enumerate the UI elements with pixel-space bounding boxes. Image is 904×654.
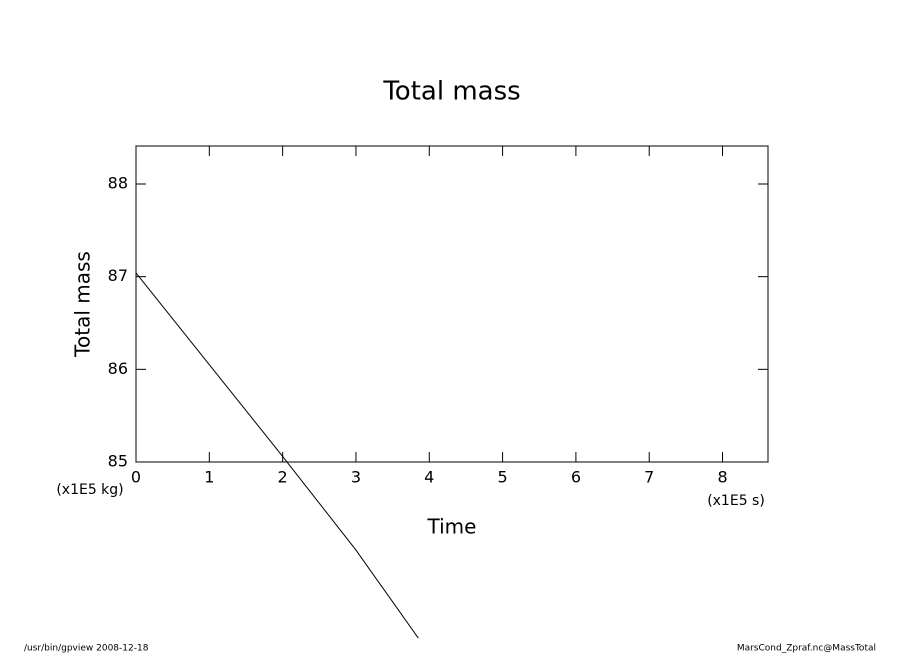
data-line [135, 272, 419, 639]
x-tick-label: 6 [571, 468, 581, 487]
y-tick-label: 86 [108, 359, 128, 378]
footer-left: /usr/bin/gpview 2008-12-18 [24, 644, 149, 654]
y-unit: (x1E5 kg) [56, 482, 123, 498]
y-axis-label: Total mass [71, 251, 95, 358]
y-tick-label: 88 [108, 173, 128, 192]
footer-right: MarsCond_Zpraf.nc@MassTotal [737, 644, 876, 654]
x-axis-label: Time [427, 515, 477, 539]
x-tick-label: 3 [351, 468, 361, 487]
x-tick-label: 8 [717, 468, 727, 487]
y-tick-label: 87 [108, 266, 128, 285]
x-tick-label: 1 [204, 468, 214, 487]
plot-frame [135, 145, 769, 463]
x-tick-label: 5 [497, 468, 507, 487]
x-tick-label: 0 [131, 468, 141, 487]
x-tick-label: 7 [644, 468, 654, 487]
x-tick-label: 2 [278, 468, 288, 487]
y-tick-label: 85 [108, 452, 128, 471]
chart-title: Total mass [382, 77, 520, 107]
x-tick-label: 4 [424, 468, 434, 487]
x-unit: (x1E5 s) [707, 493, 765, 509]
